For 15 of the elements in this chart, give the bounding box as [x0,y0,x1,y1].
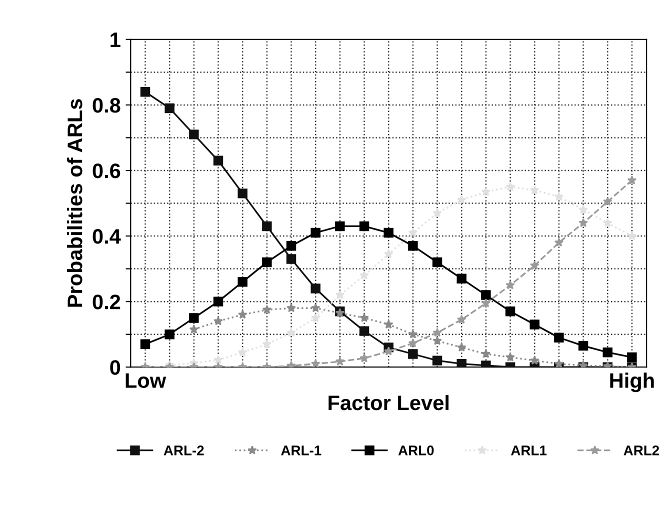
legend-label: ARL1 [511,446,547,456]
legend-label: ARL-1 [281,446,322,456]
legend-label: ARL-2 [164,446,204,456]
x-tick-label: High [610,372,654,392]
x-axis-title: Factor Level [328,394,448,410]
y-axis-title: Probabilities of ARLs [66,99,82,307]
y-tick-label: 1 [110,32,120,47]
y-tick-label: 0 [110,360,120,375]
legend-label: ARL2 [624,446,660,456]
legend-label: ARL0 [398,446,434,456]
y-tick-label: 0.4 [92,229,121,244]
y-tick-label: 0.6 [92,163,120,178]
y-tick-label: 0.2 [92,294,120,310]
x-tick-label: Low [126,373,166,388]
y-tick-label: 0.8 [92,98,120,113]
